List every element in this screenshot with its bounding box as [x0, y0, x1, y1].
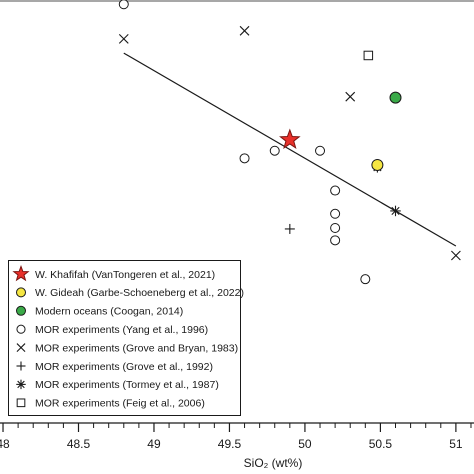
legend-marker-mor-experiments-grove-et-al-1992 — [16, 361, 26, 371]
point-mor-experiments-yang-et-al-1996 — [330, 222, 341, 233]
x-tick-label: 51 — [449, 437, 463, 451]
point-w-khafifah-vantongeren-et-al-2021 — [279, 128, 301, 150]
x-axis-ticks — [2, 423, 472, 432]
x-axis-title: SiO₂ (wt%) — [244, 456, 303, 470]
legend-label: MOR experiments (Feig et al., 2006) — [35, 398, 205, 410]
point-mor-experiments-yang-et-al-1996 — [269, 145, 280, 156]
x-tick-label: 48 — [0, 437, 10, 451]
legend-marker-w-gideah-garbe-schoeneberg-et-al-2022 — [16, 287, 26, 298]
legend-label: MOR experiments (Yang et al., 1996) — [35, 324, 208, 336]
legend-label: W. Gideah (Garbe-Schoeneberg et al., 202… — [35, 287, 244, 299]
x-axis-tick-labels: 48 48.5 49 49.5 50 50.5 51 — [0, 437, 463, 451]
legend-label: Modern oceans (Coogan, 2014) — [35, 306, 183, 318]
x-tick-label: 50 — [298, 437, 312, 451]
point-mor-experiments-yang-et-al-1996 — [330, 235, 341, 246]
x-tick-label: 49.5 — [218, 437, 242, 451]
point-mor-experiments-grove-and-bryan-1983 — [450, 250, 461, 261]
x-tick-label: 50.5 — [369, 437, 393, 451]
point-mor-experiments-grove-and-bryan-1983 — [345, 91, 356, 102]
point-mor-experiments-yang-et-al-1996 — [239, 153, 250, 164]
legend-label: MOR experiments (Grove and Bryan, 1983) — [35, 342, 238, 354]
legend: W. Khafifah (VanTongeren et al., 2021) W.… — [8, 260, 244, 416]
legend-marker-mor-experiments-feig-et-al-2006 — [16, 398, 26, 408]
legend-marker-mor-experiments-grove-and-bryan-1983 — [16, 343, 26, 353]
x-tick-label: 48.5 — [67, 437, 91, 451]
point-mor-experiments-yang-et-al-1996 — [118, 0, 129, 10]
point-mor-experiments-yang-et-al-1996 — [330, 185, 341, 196]
legend-marker-modern-oceans-coogan-2014 — [16, 305, 26, 316]
legend-marker-mor-experiments-tormey-et-al-1987 — [16, 379, 26, 390]
regression-trend-line — [123, 52, 457, 247]
point-mor-experiments-yang-et-al-1996 — [315, 145, 326, 156]
legend-marker-w-khafifah-vantongeren-et-al-2021 — [12, 264, 30, 282]
data-points — [118, 0, 461, 285]
legend-label: W. Khafifah (VanTongeren et al., 2021) — [35, 269, 215, 281]
legend-marker-mor-experiments-yang-et-al-1996 — [16, 324, 26, 334]
point-mor-experiments-grove-et-al-1992 — [284, 223, 295, 234]
point-mor-experiments-grove-and-bryan-1983 — [239, 25, 250, 36]
point-mor-experiments-yang-et-al-1996 — [330, 208, 341, 219]
legend-label: MOR experiments (Grove et al., 1992) — [35, 361, 213, 373]
legend-label: MOR experiments (Tormey et al., 1987) — [35, 379, 219, 391]
point-mor-experiments-yang-et-al-1996 — [360, 274, 371, 285]
point-mor-experiments-grove-and-bryan-1983 — [118, 33, 129, 44]
legend-box — [8, 260, 241, 416]
point-w-gideah-garbe-schoeneberg-et-al-2022 — [371, 158, 384, 171]
x-tick-label: 49 — [147, 437, 161, 451]
point-modern-oceans-coogan-2014 — [389, 91, 402, 104]
point-mor-experiments-tormey-et-al-1987 — [390, 205, 401, 217]
point-mor-experiments-feig-et-al-2006 — [363, 50, 374, 61]
